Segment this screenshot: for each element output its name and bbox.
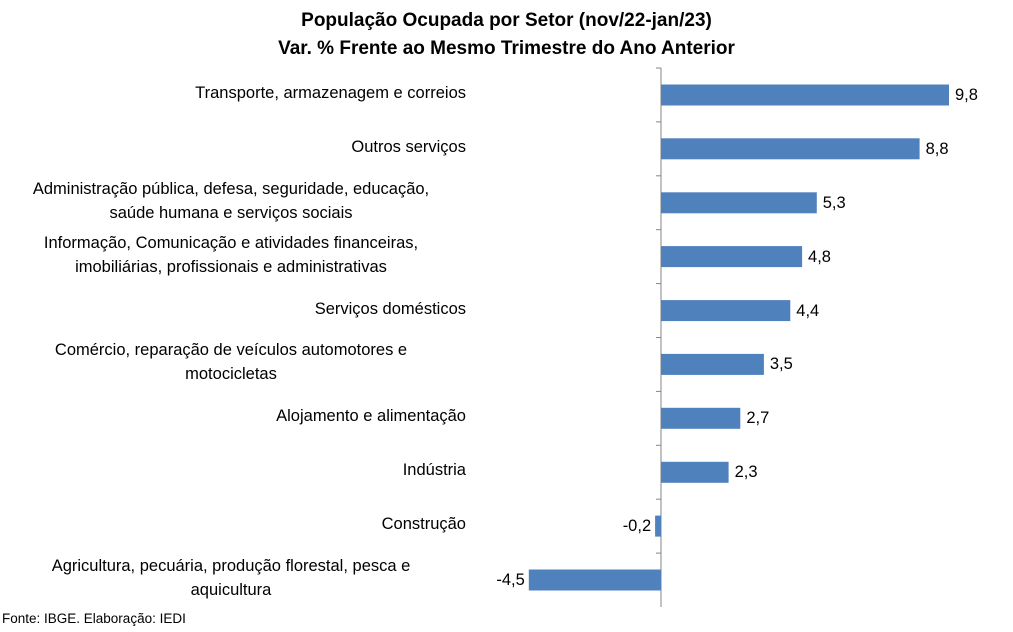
bar xyxy=(661,138,920,160)
category-label: Comércio, reparação de veículos automoto… xyxy=(0,338,466,386)
chart-subtitle: Var. % Frente ao Mesmo Trimestre do Ano … xyxy=(278,38,735,59)
data-label: 8,8 xyxy=(925,139,949,158)
data-label: 2,3 xyxy=(734,463,758,482)
category-label-line: Outros serviços xyxy=(351,137,466,156)
category-label: Outros serviços xyxy=(0,135,466,159)
category-label-line: Agricultura, pecuária, produção floresta… xyxy=(51,557,411,576)
data-label: 2,7 xyxy=(746,409,770,428)
category-label-line: saúde humana e serviços sociais xyxy=(109,203,353,222)
category-label: Alojamento e alimentação xyxy=(0,404,466,428)
category-label-line: motocicletas xyxy=(185,365,277,384)
category-label-line: Alojamento e alimentação xyxy=(276,407,466,426)
bar xyxy=(661,192,817,214)
category-label-line: Serviços domésticos xyxy=(314,299,466,318)
category-label-line: Comércio, reparação de veículos automoto… xyxy=(54,341,408,360)
data-label: 4,4 xyxy=(796,301,820,320)
category-label-line: Informação, Comunicação e atividades fin… xyxy=(43,233,419,252)
bar xyxy=(655,515,661,537)
bar xyxy=(661,84,949,106)
data-label: 5,3 xyxy=(822,193,846,212)
category-label: Informação, Comunicação e atividades fin… xyxy=(0,231,466,279)
data-label: 4,8 xyxy=(808,247,831,266)
category-label: Indústria xyxy=(0,458,466,482)
data-label: -4,5 xyxy=(496,571,525,590)
bar xyxy=(661,353,764,375)
bar xyxy=(661,300,791,322)
category-label-line: aquicultura xyxy=(190,581,272,600)
category-label: Administração pública, defesa, seguridad… xyxy=(0,177,466,225)
bar xyxy=(661,407,741,429)
category-label-line: Indústria xyxy=(402,461,466,480)
category-label-line: Transporte, armazenagem e correios xyxy=(195,83,466,102)
category-label: Serviços domésticos xyxy=(0,297,466,321)
category-label: Agricultura, pecuária, produção floresta… xyxy=(0,554,466,602)
bar xyxy=(661,246,803,268)
data-label: 9,8 xyxy=(955,85,978,104)
category-label-line: Construção xyxy=(381,515,466,534)
category-label: Construção xyxy=(0,512,466,536)
chart-title: População Ocupada por Setor (nov/22-jan/… xyxy=(301,10,712,31)
bar xyxy=(661,461,729,483)
category-label-line: Administração pública, defesa, seguridad… xyxy=(32,179,430,198)
data-label: 3,5 xyxy=(769,355,793,374)
category-label-line: imobiliárias, profissionais e administra… xyxy=(75,257,387,276)
category-label: Transporte, armazenagem e correios xyxy=(0,81,466,105)
data-label: -0,2 xyxy=(622,517,652,536)
source-note: Fonte: IBGE. Elaboração: IEDI xyxy=(2,611,186,626)
bar xyxy=(528,569,661,591)
